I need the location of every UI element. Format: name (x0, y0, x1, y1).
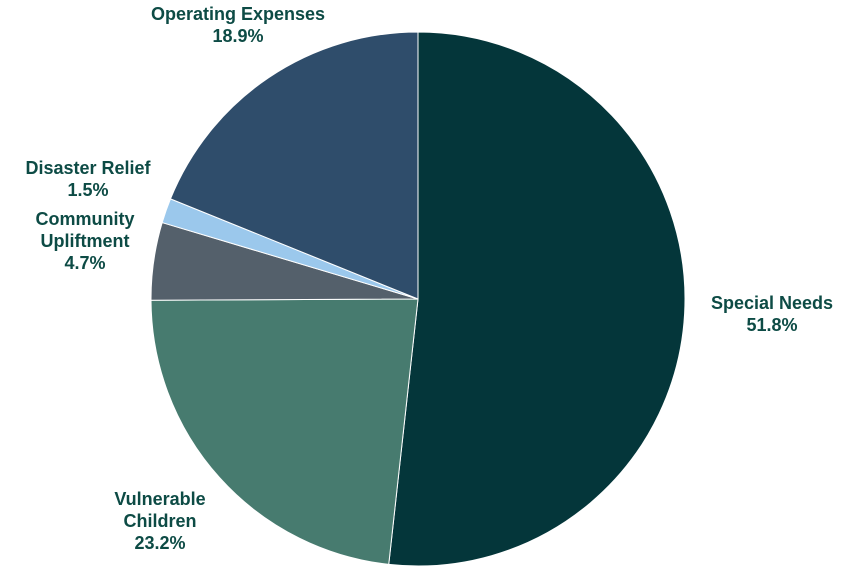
pie-slice-1 (150, 298, 419, 565)
labels-layer: Special Needs 51.8% Vulnerable Children 23.2… (25, 4, 833, 553)
pie-slice-0 (388, 31, 686, 567)
slice-value-label-0: 51.8% (746, 315, 797, 335)
slice-name-label-2: Upliftment (41, 231, 130, 251)
slice-label-1: Vulnerable Children 23.2% (114, 489, 205, 553)
slice-label-2: Community Upliftment 4.7% (36, 209, 135, 273)
slice-name-label-4: Operating Expenses (151, 4, 325, 24)
slice-label-3: Disaster Relief 1.5% (25, 158, 151, 200)
slice-name-label-0: Special Needs (711, 293, 833, 313)
slice-value-label-1: 23.2% (134, 533, 185, 553)
slice-name-label-3: Disaster Relief (25, 158, 151, 178)
slice-name-label-1: Vulnerable (114, 489, 205, 509)
slices-layer (150, 31, 686, 567)
pie-slice-4 (169, 31, 419, 300)
slice-label-0: Special Needs 51.8% (711, 293, 833, 335)
slice-value-label-3: 1.5% (67, 180, 108, 200)
slice-value-label-2: 4.7% (64, 253, 105, 273)
slice-name-label-2: Community (36, 209, 135, 229)
slice-name-label-1: Children (123, 511, 196, 531)
slice-label-4: Operating Expenses 18.9% (151, 4, 325, 46)
slice-value-label-4: 18.9% (212, 26, 263, 46)
